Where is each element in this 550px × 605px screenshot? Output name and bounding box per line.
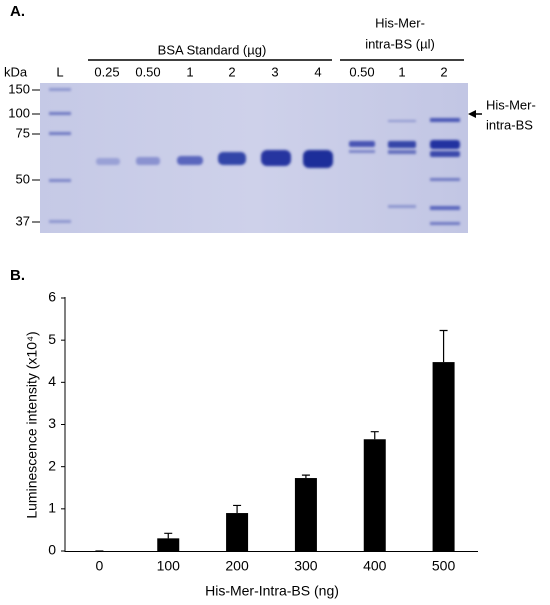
bsa-title: BSA Standard (µg) (158, 42, 267, 57)
arrow-label: His-Mer- (486, 97, 536, 112)
y-tick-label: 3 (48, 415, 56, 431)
band (430, 206, 460, 210)
band (218, 152, 246, 165)
y-tick-label: 2 (48, 457, 56, 473)
arrow-head (468, 110, 476, 118)
band (49, 112, 71, 115)
lane-label: 0.25 (94, 64, 119, 79)
error-bar (439, 329, 448, 363)
x-tick-label: 0 (96, 558, 104, 574)
marker-label: 37 (16, 213, 30, 228)
marker-label: 100 (8, 105, 30, 120)
y-tick-label: 6 (48, 289, 56, 305)
error-bar (233, 504, 242, 514)
y-tick-label: 0 (48, 542, 56, 558)
x-tick-label: 400 (363, 558, 387, 574)
gel-bands (49, 88, 460, 225)
error-bar (370, 431, 379, 440)
band (177, 156, 203, 165)
bar (432, 362, 455, 551)
marker-label: 150 (8, 81, 30, 96)
ladder-label: L (56, 64, 63, 79)
band (430, 222, 460, 225)
marker-label: 50 (16, 171, 30, 186)
band (49, 88, 71, 91)
error-bar (301, 474, 310, 479)
panel-label: A. (10, 3, 25, 20)
lane-label: 2 (440, 64, 447, 79)
y-axis-label: Luminescence intensity (x10⁴) (24, 331, 40, 518)
x-tick-label: 500 (432, 558, 456, 574)
band (349, 141, 375, 147)
band (430, 118, 460, 122)
band (49, 179, 71, 182)
band (430, 178, 460, 181)
band (388, 120, 416, 122)
band (349, 150, 375, 153)
bar (157, 538, 180, 551)
lane-label: 2 (228, 64, 235, 79)
band (49, 220, 71, 223)
lane-label: 0.50 (349, 64, 374, 79)
band (430, 140, 460, 149)
lane-label: 4 (314, 64, 321, 79)
lane-label: 3 (271, 64, 278, 79)
bar (363, 439, 386, 551)
lane-label: 1 (186, 64, 193, 79)
lane-label: 0.50 (135, 64, 160, 79)
his-title: intra-BS (µl) (365, 36, 435, 51)
bar (226, 513, 249, 551)
band (388, 205, 416, 208)
y-tick-label: 1 (48, 500, 56, 516)
x-axis-label: His-Mer-Intra-BS (ng) (205, 583, 339, 599)
band (96, 158, 120, 165)
y-tick-label: 4 (48, 373, 56, 389)
x-tick-label: 200 (225, 558, 249, 574)
band (303, 150, 333, 168)
his-title: His-Mer- (375, 15, 425, 30)
band (261, 150, 291, 166)
panel-label: B. (10, 267, 25, 284)
y-tick-label: 5 (48, 331, 56, 347)
band (136, 157, 160, 165)
x-tick-label: 300 (294, 558, 318, 574)
band (49, 132, 71, 135)
band (388, 141, 416, 148)
band (388, 150, 416, 154)
x-tick-label: 100 (157, 558, 181, 574)
lane-label: 1 (398, 64, 405, 79)
arrow-label: intra-BS (486, 117, 533, 132)
marker-label: 75 (16, 125, 30, 140)
band (430, 151, 460, 157)
kda-label: kDa (4, 64, 28, 79)
bar (294, 478, 317, 551)
error-bar (164, 532, 173, 539)
